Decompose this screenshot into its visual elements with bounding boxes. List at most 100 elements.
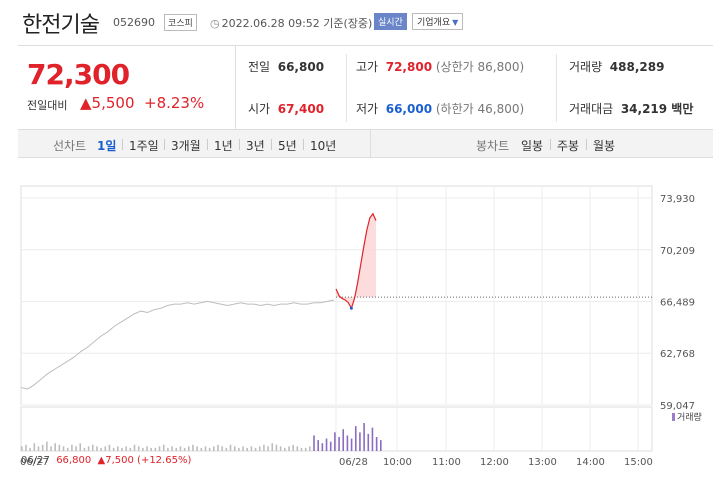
volume-bar xyxy=(367,433,370,451)
volume-bar xyxy=(71,444,73,451)
tab-3m[interactable]: 3개월 xyxy=(171,139,201,153)
volume-bar xyxy=(288,446,290,451)
low-value: 66,000 xyxy=(385,102,433,116)
volume-bar xyxy=(354,426,357,451)
volume-bar xyxy=(91,444,94,451)
current-price: 72,300 xyxy=(27,58,130,91)
volume-bar xyxy=(100,447,102,451)
volume-bar xyxy=(329,441,332,451)
divider xyxy=(239,139,240,150)
volume-legend-swatch xyxy=(672,413,675,421)
volume-bar xyxy=(87,446,90,451)
volume-bar xyxy=(187,446,190,451)
tab-1d[interactable]: 1일 xyxy=(97,139,117,153)
as-of-text: 2022.06.28 09:52 기준(장중) xyxy=(221,17,373,30)
trade-value-amount: 34,219 백만 xyxy=(620,102,694,116)
volume-bar xyxy=(117,446,119,451)
tab-1y[interactable]: 1년 xyxy=(214,139,233,153)
footer-date: 06/27 xyxy=(21,455,50,466)
x-tick-label: 06/27 xyxy=(20,457,49,468)
volume-bar xyxy=(338,437,340,451)
volume-bar xyxy=(58,444,61,451)
divider xyxy=(122,139,123,150)
volume-bar xyxy=(154,447,157,451)
volume-bar xyxy=(380,440,382,451)
volume-bar xyxy=(62,446,65,451)
divider xyxy=(207,139,208,150)
volume-bar xyxy=(242,446,244,451)
volume-bar xyxy=(192,444,194,451)
x-tick-label: 11:00 xyxy=(432,457,461,468)
volume-bar xyxy=(200,447,203,451)
x-tick-label: 10:00 xyxy=(383,457,412,468)
volume-bar xyxy=(229,444,232,451)
volume-bar xyxy=(221,446,223,451)
change-label: 전일대비 xyxy=(27,99,68,112)
volume-bar xyxy=(342,429,345,451)
volume-bar xyxy=(263,444,265,451)
company-info-dropdown[interactable]: 기업개요 ▼ xyxy=(412,13,464,30)
volume-label: 거래량 xyxy=(569,60,603,74)
footer-price: 66,800 xyxy=(56,455,92,466)
y-tick-label: 59,047 xyxy=(660,401,695,412)
tab-weekly-candle[interactable]: 주봉 xyxy=(557,139,580,153)
volume-bar xyxy=(321,443,324,451)
x-tick-label: 12:00 xyxy=(480,457,509,468)
realtime-button[interactable]: 실시간 xyxy=(374,13,407,30)
volume-bar xyxy=(250,446,253,451)
open-label: 시가 xyxy=(248,102,271,116)
upper-limit: (상한가 86,800) xyxy=(435,60,525,74)
volume-bar xyxy=(283,447,286,451)
trade-value-label: 거래대금 xyxy=(569,102,614,116)
open-price: 시가 67,400 xyxy=(248,100,324,117)
volume-bar xyxy=(313,435,315,451)
candle-chart-label: 봉차트 xyxy=(476,139,510,153)
volume-bar xyxy=(79,443,82,451)
y-tick-label: 73,930 xyxy=(660,194,695,205)
change-amount: 5,500 xyxy=(91,94,135,112)
lower-limit: (하한가 46,800) xyxy=(435,102,525,116)
tab-daily-candle[interactable]: 일봉 xyxy=(521,139,544,153)
volume-bar xyxy=(162,444,165,451)
quote-panel: 72,300 전일대비 ▲5,500 +8.23% 전일 66,800 시가 6… xyxy=(18,45,713,130)
volume-bar xyxy=(66,447,69,451)
volume-bar xyxy=(267,446,269,451)
low-price: 저가 66,000 (하한가 46,800) xyxy=(356,100,524,117)
tab-3y[interactable]: 3년 xyxy=(246,139,265,153)
volume-bar xyxy=(50,446,52,451)
volume-bar xyxy=(121,447,123,451)
volume-bar xyxy=(129,447,132,451)
divider xyxy=(586,139,587,150)
volume-bar xyxy=(375,437,378,451)
volume-bar xyxy=(137,446,140,451)
volume-bar xyxy=(238,447,240,451)
volume-bar xyxy=(196,446,198,451)
volume-bar xyxy=(346,435,349,451)
volume-bar xyxy=(275,444,278,451)
as-of-time: ◷ 2022.06.28 09:52 기준(장중) xyxy=(210,15,372,31)
volume-bar xyxy=(46,441,48,451)
volume-bar xyxy=(150,447,153,451)
line-chart-label: 선차트 xyxy=(53,139,87,153)
tab-1w[interactable]: 1주일 xyxy=(129,139,159,153)
tab-10y[interactable]: 10년 xyxy=(310,139,337,153)
tab-monthly-candle[interactable]: 월봉 xyxy=(593,139,616,153)
divider xyxy=(303,139,304,150)
open-value: 67,400 xyxy=(277,102,325,116)
volume-bar xyxy=(37,446,40,451)
volume-bar xyxy=(158,446,161,451)
prev-close-label: 전일 xyxy=(248,60,271,74)
volume-bar xyxy=(133,444,136,451)
stock-code: 052690 xyxy=(113,16,155,29)
divider xyxy=(556,54,557,122)
volume-bar xyxy=(142,447,144,451)
volume-bar xyxy=(271,443,274,451)
high-price: 고가 72,800 (상한가 86,800) xyxy=(356,58,524,75)
company-info-label: 기업개요 xyxy=(417,18,451,28)
x-tick-label: 14:00 xyxy=(576,457,605,468)
volume-bar xyxy=(225,447,228,451)
tab-5y[interactable]: 5년 xyxy=(278,139,297,153)
volume-bar xyxy=(246,447,249,451)
volume-bar xyxy=(296,446,299,451)
